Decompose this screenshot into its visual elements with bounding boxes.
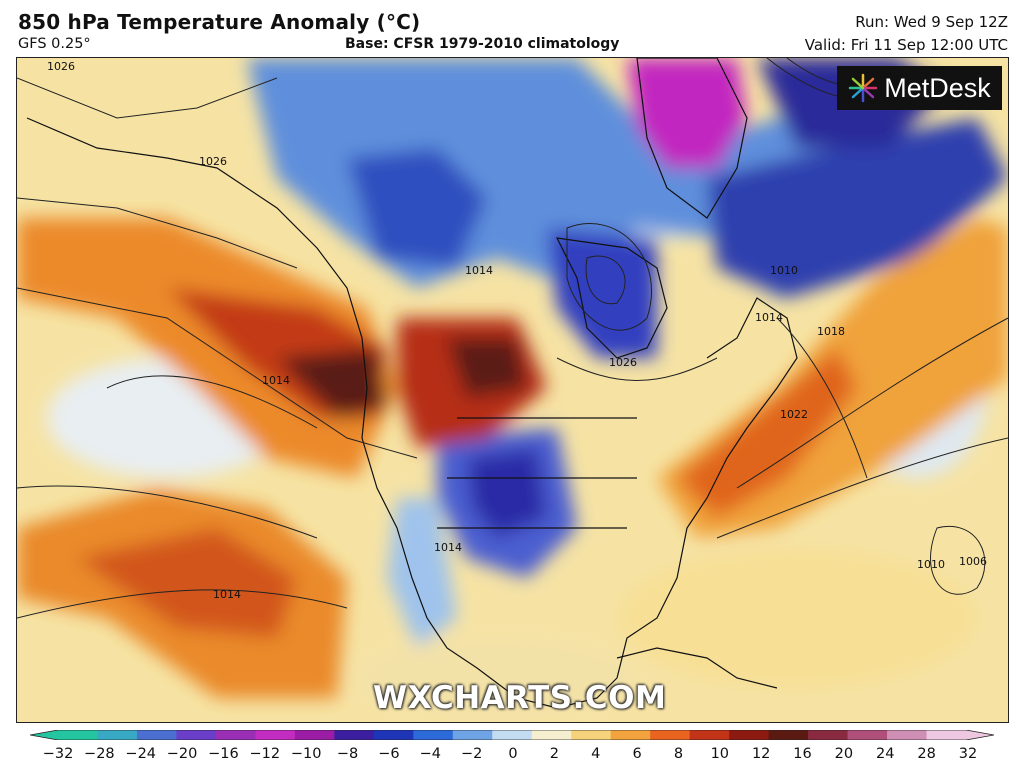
map-canvas: [17, 58, 1008, 722]
colorbar-tick-label: −16: [208, 746, 239, 762]
colorbar-swatch: [373, 730, 414, 740]
colorbar-tick-label: −6: [378, 746, 400, 762]
colorbar-tick-label: 32: [958, 746, 978, 762]
colorbar-tick-label: −4: [419, 746, 441, 762]
colorbar-tick-label: 8: [673, 746, 684, 762]
colorbar-swatch: [58, 730, 98, 740]
colorbar-swatch: [729, 730, 770, 740]
isobar-label: 1018: [817, 325, 845, 338]
isobar-label: 1006: [959, 555, 987, 568]
isobar-label: 1010: [770, 264, 798, 277]
colorbar-tick-label: 2: [549, 746, 559, 762]
colorbar-tick-label: 24: [876, 746, 895, 762]
colorbar-tick-label: −28: [84, 746, 115, 762]
isobar-label: 1014: [213, 588, 241, 601]
colorbar-swatch: [176, 730, 217, 740]
colorbar-swatch: [294, 730, 335, 740]
run-time-label: Run: Wed 9 Sep 12Z: [855, 13, 1008, 31]
isobar-label: 1026: [47, 60, 75, 73]
colorbar-swatch: [255, 730, 296, 740]
colorbar-tick-label: 6: [632, 746, 642, 762]
isobar-label: 1014: [262, 374, 290, 387]
colorbar-tick-label: −20: [166, 746, 198, 762]
colorbar-min-arrow: [30, 730, 58, 740]
isobar-label: 1026: [199, 155, 227, 168]
colorbar-tick-label: 12: [751, 746, 771, 762]
colorbar-swatch: [334, 730, 375, 740]
colorbar-swatch: [887, 730, 928, 740]
colorbar-swatch: [413, 730, 454, 740]
colorbar-swatch: [571, 730, 612, 740]
colorbar-tick-label: 10: [710, 746, 730, 762]
valid-time-label: Valid: Fri 11 Sep 12:00 UTC: [804, 36, 1008, 54]
colorbar-tick-label: −32: [42, 746, 74, 762]
colorbar-scale: [30, 730, 994, 740]
isobar-label: 1014: [465, 264, 493, 277]
colorbar-swatch: [97, 730, 138, 740]
colorbar-swatch: [808, 730, 849, 740]
colorbar-tick-label: −10: [290, 746, 322, 762]
burst-icon: [848, 73, 878, 103]
colorbar-max-arrow: [966, 730, 994, 740]
coastlines: [26, 58, 798, 709]
colorbar-swatch: [452, 730, 493, 740]
isobar-label: 1022: [780, 408, 808, 421]
colorbar-swatch: [650, 730, 691, 740]
watermark: WXCHARTS.COM: [373, 680, 667, 716]
isobar-label: 1026: [609, 356, 637, 369]
colorbar-tick-label: 16: [793, 746, 812, 762]
logo-text: MetDesk: [884, 72, 991, 103]
colorbar-tick-label: 20: [834, 746, 854, 762]
colorbar-swatch: [768, 730, 809, 740]
colorbar-swatch: [215, 730, 256, 740]
colorbar-swatch: [689, 730, 730, 740]
chart-title: 850 hPa Temperature Anomaly (°C): [18, 10, 421, 34]
colorbar-swatch: [610, 730, 651, 740]
isobar-label: 1010: [917, 558, 945, 571]
isobars: [17, 58, 1008, 619]
colorbar-tick-label: 0: [508, 746, 518, 762]
colorbar-tick-label: −2: [460, 746, 483, 762]
anomaly-map: 1026 1026 1014 1014 1026 1010 1014 1018 …: [16, 57, 1009, 723]
colorbar-swatch: [847, 730, 888, 740]
colorbar-tick-label: −8: [336, 746, 359, 762]
colorbar-swatch: [531, 730, 572, 740]
colorbar-tick-label: −24: [125, 746, 157, 762]
colorbar: [30, 730, 994, 740]
colorbar-swatch: [926, 730, 967, 740]
colorbar-swatch: [492, 730, 533, 740]
colorbar-tick-label: −12: [249, 746, 281, 762]
metdesk-logo: MetDesk: [837, 66, 1002, 110]
climatology-base-label: Base: CFSR 1979-2010 climatology: [345, 36, 620, 52]
model-label: GFS 0.25°: [18, 36, 91, 52]
isobar-label: 1014: [755, 311, 783, 324]
colorbar-swatch: [136, 730, 177, 740]
colorbar-tick-label: 28: [917, 746, 936, 762]
colorbar-ticks: −32 −28 −24 −20 −16 −12 −10 −8 −6 −4 −2 0 2 4 6 8 10 12 16…: [43, 746, 978, 766]
colorbar-tick-label: 4: [591, 746, 601, 762]
isobar-label: 1014: [434, 541, 462, 554]
